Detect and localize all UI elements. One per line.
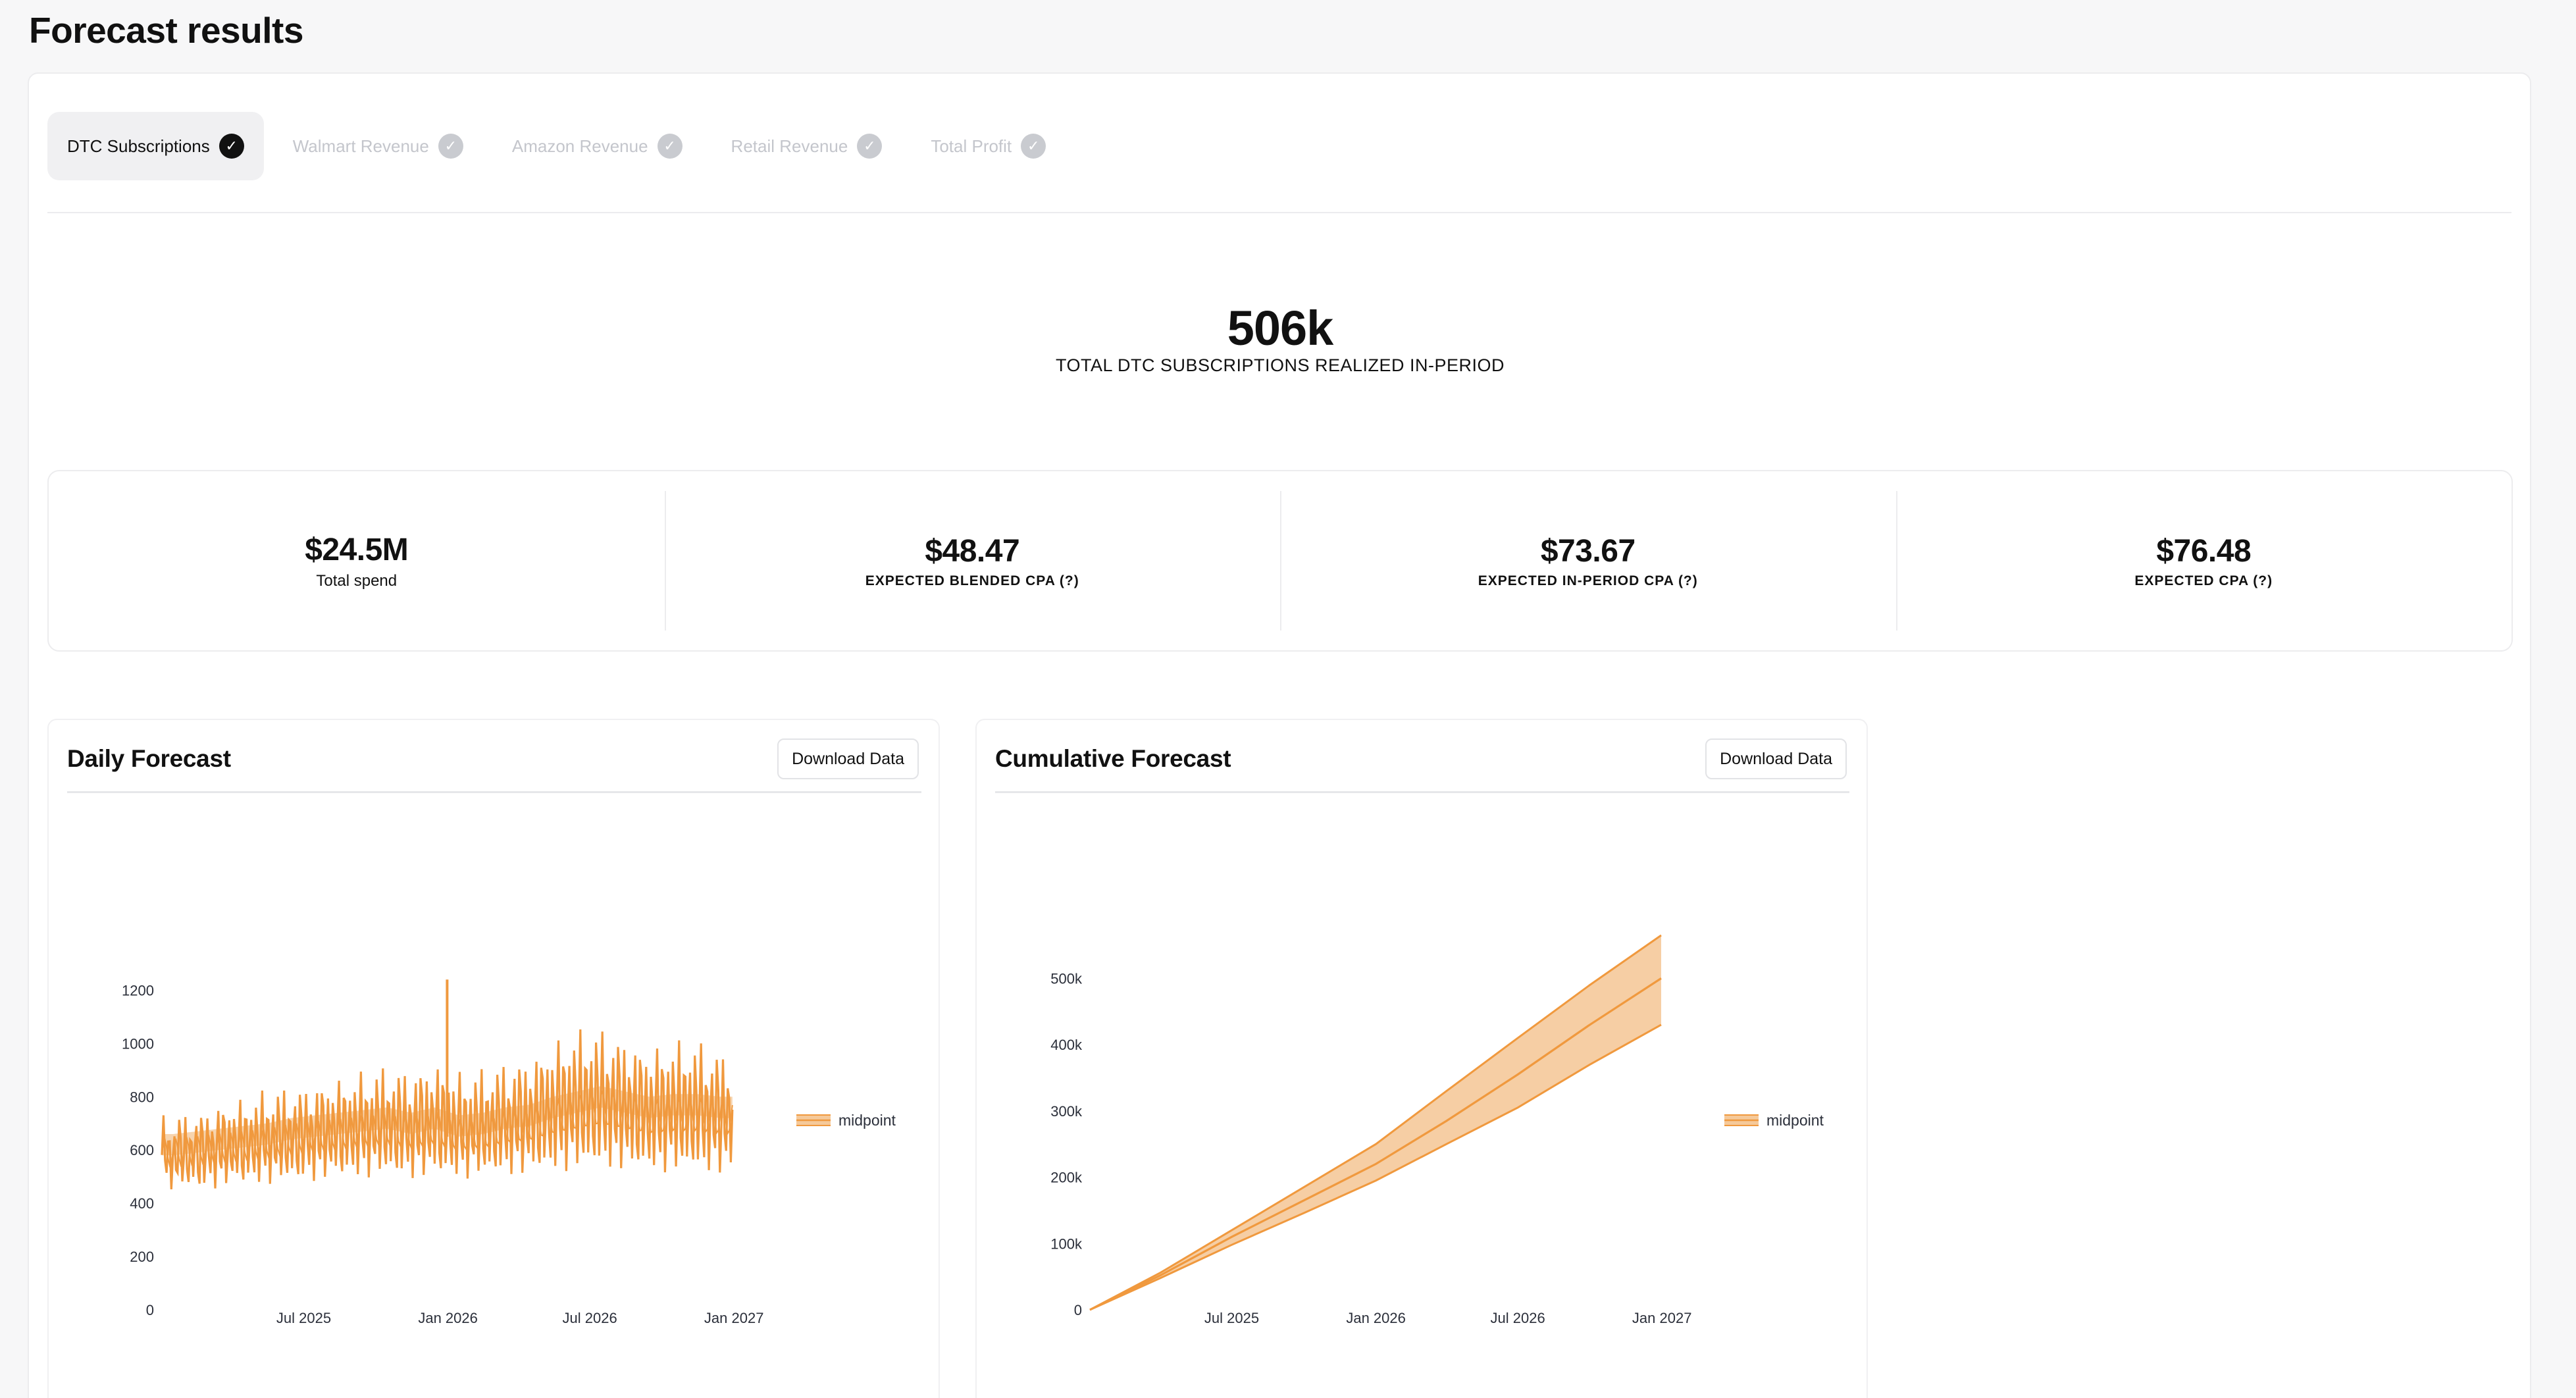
metric-label[interactable]: EXPECTED IN-PERIOD CPA (?)	[1478, 573, 1698, 588]
tab-label: Walmart Revenue	[292, 136, 429, 156]
y-tick-label: 100k	[1050, 1235, 1083, 1252]
upper-bound-line	[1089, 934, 1662, 1311]
y-tick-label: 200	[130, 1249, 154, 1265]
panel-title: Cumulative Forecast	[995, 745, 1231, 772]
metric-label: Total spend	[316, 571, 398, 590]
legend-label-midpoint: midpoint	[1766, 1112, 1824, 1129]
y-tick-label: 1000	[122, 1035, 154, 1052]
y-tick-label: 500k	[1050, 970, 1083, 987]
panel-title: Daily Forecast	[67, 745, 231, 772]
download-data-button[interactable]: Download Data	[777, 738, 919, 779]
forecast-band	[1090, 935, 1661, 1310]
series-line-midpoint	[1089, 977, 1662, 1311]
x-tick-label: Jul 2026	[563, 1310, 617, 1326]
tab-amazon-revenue[interactable]: Amazon Revenue ✓	[492, 112, 702, 180]
tab-label: Amazon Revenue	[511, 136, 648, 156]
check-circle-icon: ✓	[219, 134, 244, 159]
cumulative-forecast-panel: Cumulative Forecast Download Data 0 100k 2…	[975, 719, 1868, 1398]
y-tick-label: 300k	[1050, 1103, 1083, 1120]
tab-label: Retail Revenue	[731, 136, 848, 156]
tab-label: DTC Subscriptions	[67, 136, 210, 156]
metric-label[interactable]: EXPECTED BLENDED CPA (?)	[865, 573, 1079, 588]
metric-label[interactable]: EXPECTED CPA (?)	[2134, 573, 2273, 588]
y-tick-label: 200k	[1050, 1170, 1083, 1186]
y-tick-label: 1200	[122, 982, 154, 998]
daily-forecast-chart[interactable]: 0 200 400 600 800 1000 1200 Jul 2025 Jan 2026 Jul…	[49, 720, 939, 1378]
metric-value: $76.48	[2156, 533, 2252, 569]
tabs-divider	[47, 212, 2512, 213]
tab-walmart-revenue[interactable]: Walmart Revenue ✓	[273, 112, 483, 180]
check-circle-icon: ✓	[1021, 134, 1046, 159]
x-tick-label: Jan 2027	[704, 1310, 764, 1326]
metric-in-period-cpa: $73.67 EXPECTED IN-PERIOD CPA (?)	[1280, 471, 1896, 650]
x-tick-label: Jul 2026	[1491, 1310, 1545, 1326]
y-tick-label: 600	[130, 1142, 154, 1158]
forecast-tabs: DTC Subscriptions ✓ Walmart Revenue ✓ Am…	[47, 112, 1075, 180]
y-tick-label: 400	[130, 1195, 154, 1212]
download-data-button[interactable]: Download Data	[1705, 738, 1847, 779]
panel-divider	[995, 791, 1849, 793]
tab-retail-revenue[interactable]: Retail Revenue ✓	[711, 112, 902, 180]
check-circle-icon: ✓	[857, 134, 883, 159]
check-circle-icon: ✓	[438, 134, 463, 159]
metric-total-spend: $24.5M Total spend	[49, 471, 665, 650]
cumulative-forecast-chart[interactable]: 0 100k 200k 300k 400k 500k Jul 2025 Jan 2026 Jul…	[977, 720, 1867, 1378]
y-tick-label: 800	[130, 1089, 154, 1105]
tab-dtc-subscriptions[interactable]: DTC Subscriptions ✓	[47, 112, 264, 180]
metric-expected-cpa: $76.48 EXPECTED CPA (?)	[1895, 471, 2512, 650]
x-tick-label: Jan 2027	[1632, 1310, 1692, 1326]
metrics-summary: $24.5M Total spend $48.47 EXPECTED BLEND…	[47, 470, 2513, 652]
tab-total-profit[interactable]: Total Profit ✓	[911, 112, 1066, 180]
daily-forecast-panel: Daily Forecast Download Data 0 200 400 600 8…	[47, 719, 940, 1398]
legend-label-midpoint: midpoint	[838, 1112, 896, 1129]
page-title: Forecast results	[29, 10, 303, 51]
lower-bound-line	[1089, 1023, 1662, 1311]
metric-value: $24.5M	[305, 532, 409, 567]
y-tick-label: 400k	[1050, 1037, 1083, 1053]
hero-total-value: 506k	[1227, 301, 1334, 355]
x-tick-label: Jan 2026	[418, 1310, 478, 1326]
panel-divider	[67, 791, 921, 793]
metric-value: $73.67	[1540, 533, 1636, 569]
check-circle-icon: ✓	[657, 134, 683, 159]
tab-label: Total Profit	[931, 136, 1012, 156]
y-tick-label: 0	[1074, 1302, 1082, 1318]
hero-total-label: TOTAL DTC SUBSCRIPTIONS REALIZED IN-PERI…	[1055, 355, 1505, 375]
x-tick-label: Jul 2025	[276, 1310, 331, 1326]
x-tick-label: Jul 2025	[1204, 1310, 1259, 1326]
metric-value: $48.47	[925, 533, 1020, 569]
y-tick-label: 0	[146, 1302, 154, 1318]
x-tick-label: Jan 2026	[1346, 1310, 1406, 1326]
metric-blended-cpa: $48.47 EXPECTED BLENDED CPA (?)	[664, 471, 1281, 650]
